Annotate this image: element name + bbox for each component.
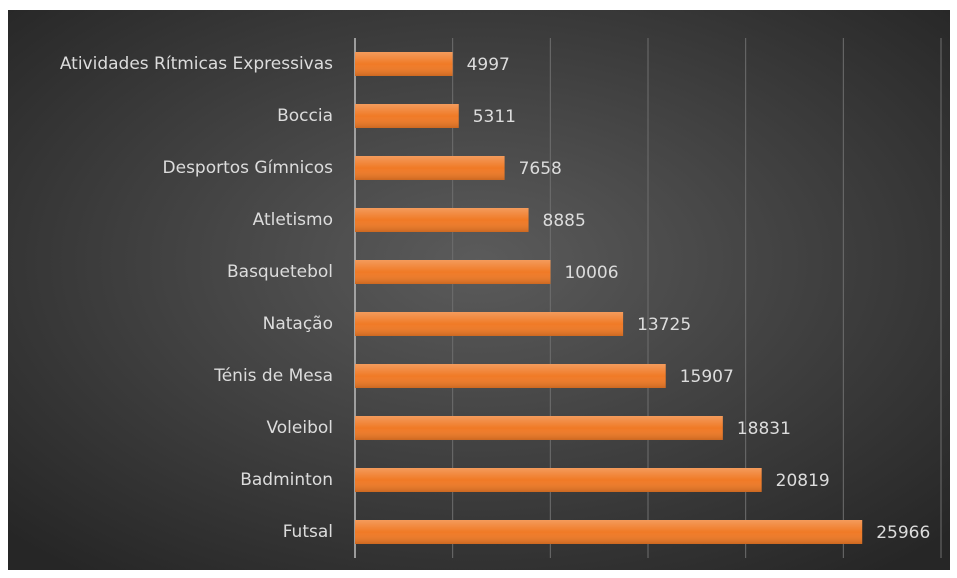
bar-shade bbox=[355, 364, 666, 388]
y-tick-label: Natação bbox=[263, 314, 333, 334]
data-label: 25966 bbox=[876, 523, 930, 543]
data-label: 18831 bbox=[737, 419, 791, 439]
data-label: 10006 bbox=[564, 263, 618, 283]
bar-shade bbox=[355, 416, 723, 440]
y-tick-label: Badminton bbox=[240, 470, 333, 490]
bar-shade bbox=[355, 104, 459, 128]
bar-shade bbox=[355, 52, 453, 76]
data-label: 7658 bbox=[519, 159, 562, 179]
bar-shade bbox=[355, 468, 762, 492]
data-label: 15907 bbox=[680, 367, 734, 387]
y-tick-label: Boccia bbox=[277, 106, 333, 126]
data-label: 8885 bbox=[543, 211, 586, 231]
y-tick-label: Voleibol bbox=[266, 418, 333, 438]
bar-shade bbox=[355, 312, 624, 336]
y-tick-label: Futsal bbox=[283, 522, 333, 542]
data-label: 4997 bbox=[467, 55, 510, 75]
bar-shade bbox=[355, 520, 863, 544]
y-tick-label: Ténis de Mesa bbox=[213, 366, 333, 386]
data-label: 13725 bbox=[637, 315, 691, 335]
y-tick-label: Basquetebol bbox=[227, 262, 333, 282]
data-label: 5311 bbox=[473, 107, 516, 127]
y-tick-label: Atletismo bbox=[253, 210, 333, 230]
bar-shade bbox=[355, 208, 529, 232]
bar-shade bbox=[355, 260, 551, 284]
y-tick-label: Desportos Gímnicos bbox=[163, 158, 334, 178]
bar-shade bbox=[355, 156, 505, 180]
y-tick-label: Atividades Rítmicas Expressivas bbox=[60, 54, 333, 74]
data-label: 20819 bbox=[776, 471, 830, 491]
